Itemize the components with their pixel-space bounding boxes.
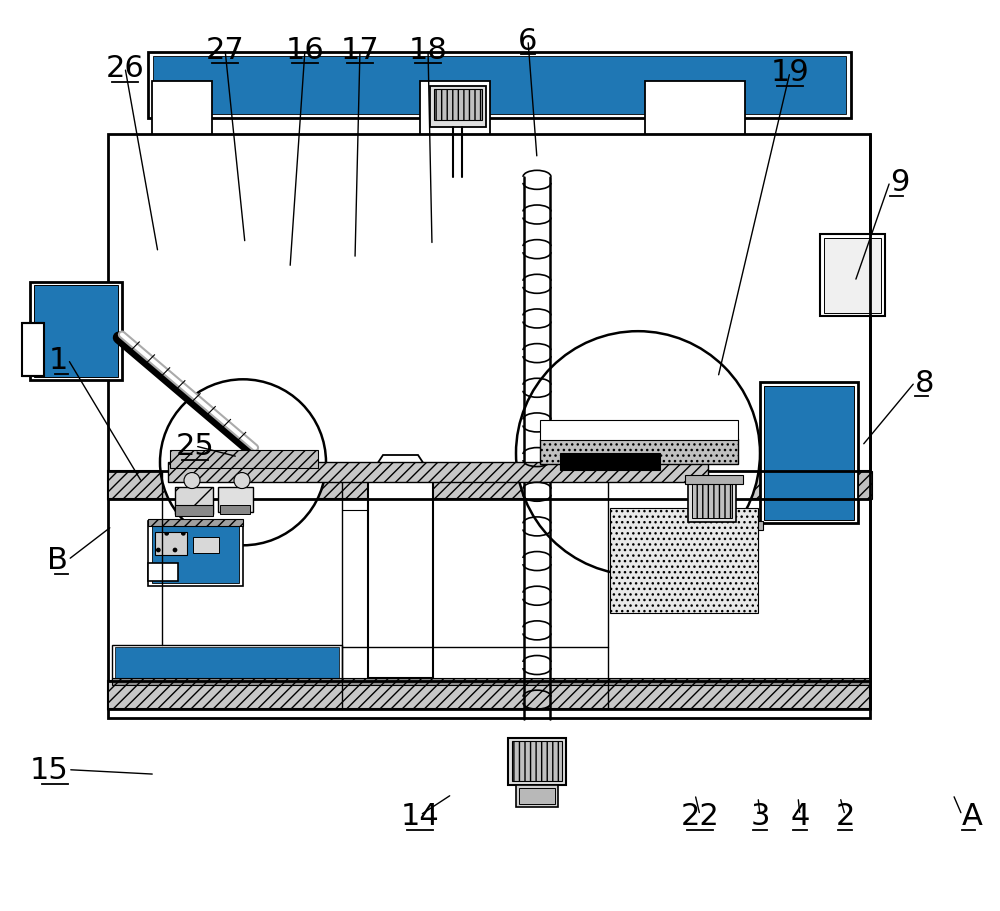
Bar	[540, 421, 738, 441]
Circle shape	[160, 380, 326, 546]
Bar	[108, 135, 870, 718]
Bar	[112, 645, 342, 681]
Bar	[108, 681, 870, 709]
Bar	[858, 472, 872, 499]
Bar	[152, 82, 212, 135]
Bar	[516, 785, 558, 807]
Bar	[540, 439, 738, 465]
Text: 17: 17	[341, 36, 379, 65]
Text: 4: 4	[790, 801, 810, 830]
Bar	[218, 487, 253, 513]
Bar	[148, 519, 243, 527]
Bar	[30, 282, 122, 381]
Bar	[700, 527, 758, 574]
Text: B: B	[47, 546, 68, 575]
Bar	[175, 506, 213, 517]
Bar	[560, 454, 660, 470]
Bar	[645, 82, 745, 135]
Bar	[34, 286, 118, 377]
Bar	[692, 485, 732, 518]
Bar	[153, 56, 846, 115]
Bar	[155, 532, 187, 556]
Text: 15: 15	[29, 755, 68, 784]
Bar	[148, 521, 243, 587]
Bar	[824, 239, 881, 313]
Bar	[820, 235, 885, 317]
Text: 6: 6	[518, 26, 538, 56]
Bar	[434, 90, 482, 121]
Bar	[420, 82, 490, 135]
Bar	[704, 530, 754, 570]
Text: 26: 26	[106, 54, 144, 83]
Bar	[170, 450, 318, 468]
Bar	[519, 788, 555, 804]
Bar	[512, 742, 562, 782]
Bar	[193, 537, 219, 554]
Bar	[148, 53, 851, 118]
Bar	[764, 386, 854, 520]
Text: 1: 1	[49, 345, 68, 374]
Text: 16: 16	[286, 36, 324, 65]
Circle shape	[234, 473, 250, 489]
Text: 2: 2	[835, 801, 855, 830]
Circle shape	[184, 473, 200, 489]
Bar	[220, 506, 250, 515]
Bar	[152, 525, 239, 583]
Bar	[760, 383, 858, 524]
Text: 9: 9	[890, 168, 909, 197]
Polygon shape	[368, 456, 433, 478]
Bar	[697, 521, 763, 530]
Bar	[685, 476, 743, 485]
Bar	[22, 323, 44, 376]
Text: 3: 3	[750, 801, 770, 830]
Bar	[610, 508, 758, 613]
Bar	[112, 678, 870, 685]
Text: A: A	[962, 801, 983, 830]
Bar	[430, 87, 486, 128]
Circle shape	[516, 332, 760, 576]
Text: 19: 19	[771, 58, 809, 87]
Bar	[108, 472, 870, 499]
Bar	[148, 563, 178, 581]
Bar	[168, 463, 708, 483]
Bar	[688, 481, 736, 522]
Bar	[115, 647, 339, 680]
Text: 25: 25	[176, 432, 214, 461]
Bar	[368, 478, 433, 679]
Text: 8: 8	[915, 368, 934, 397]
Text: 22: 22	[681, 801, 719, 830]
Bar	[175, 487, 213, 515]
Text: 18: 18	[409, 36, 447, 65]
Bar	[508, 738, 566, 785]
Text: 27: 27	[206, 36, 244, 65]
Text: 14: 14	[401, 801, 439, 830]
